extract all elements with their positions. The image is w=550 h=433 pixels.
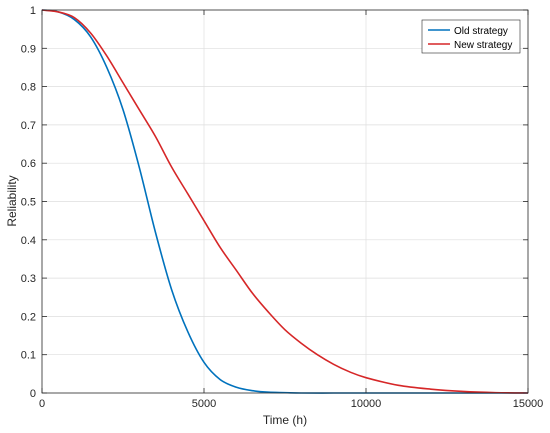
legend-label-old-strategy: Old strategy [454,26,508,37]
x-tick-label: 15000 [513,398,544,410]
x-axis-label: Time (h) [263,413,307,427]
y-tick-label: 0.1 [21,350,36,362]
y-tick-label: 0.9 [21,43,36,55]
y-tick-label: 0 [30,388,36,400]
y-axis-label: Reliability [5,175,19,226]
legend-label-new-strategy: New strategy [454,40,512,51]
x-tick-label: 0 [39,398,45,410]
ticks: 0 5000 10000 15000 0 0.1 0.2 0.3 0.4 0.5 0.6 0.7 0.8… [21,5,544,410]
y-tick-label: 0.7 [21,120,36,132]
y-tick-label: 0.2 [21,311,36,323]
y-tick-label: 0.6 [21,158,36,170]
y-tick-label: 0.8 [21,82,36,94]
x-tick-label: 10000 [351,398,382,410]
y-tick-label: 1 [30,5,36,17]
y-tick-label: 0.5 [21,197,36,209]
legend: Old strategy New strategy [421,19,521,54]
y-tick-label: 0.4 [21,235,36,247]
y-tick-label: 0.3 [21,273,36,285]
series-line-new-strategy [41,9,529,394]
legend-box [421,19,521,54]
x-tick-label: 5000 [192,398,216,410]
